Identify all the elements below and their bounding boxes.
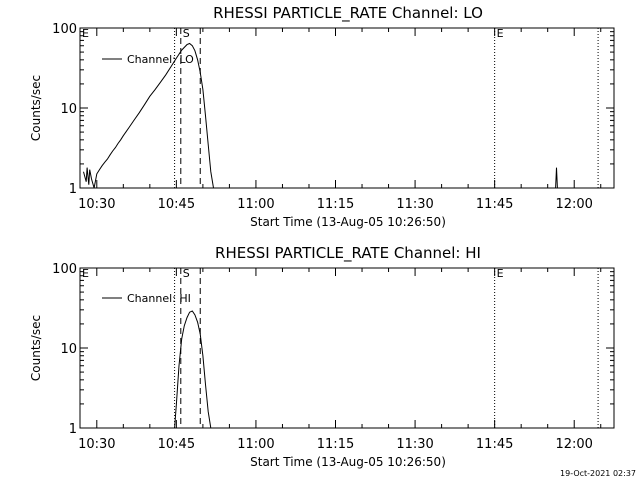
x-tick-label: 11:15 (317, 197, 354, 212)
x-tick-label: 11:00 (237, 197, 274, 212)
x-tick-label: 12:00 (555, 437, 592, 452)
x-tick-label: 10:30 (78, 437, 115, 452)
chart-title: RHESSI PARTICLE_RATE Channel: HI (215, 244, 481, 263)
marker-label: E (82, 267, 89, 280)
x-tick-label: 11:15 (317, 437, 354, 452)
y-axis-label: Counts/sec (29, 315, 43, 381)
y-tick-label: 100 (52, 262, 77, 277)
series-line (174, 310, 212, 429)
y-tick-label: 10 (60, 102, 77, 117)
series-line (555, 167, 558, 189)
panel-hi: RHESSI PARTICLE_RATE Channel: HI Counts/… (29, 244, 615, 469)
x-tick-label: 11:30 (396, 197, 433, 212)
plot-area: 10:30 10:45 11:00 11:15 11:30 11:45 12:00 1 10 10… (52, 262, 615, 452)
x-axis-label: Start Time (13-Aug-05 10:26:50) (250, 215, 446, 229)
x-tick-label: 11:45 (476, 437, 513, 452)
y-axis-label: Counts/sec (29, 75, 43, 141)
series-line (83, 42, 214, 189)
x-tick-label: 10:30 (78, 197, 115, 212)
panel-lo: RHESSI PARTICLE_RATE Channel: LO Counts/… (29, 4, 615, 229)
marker-label: S (183, 27, 190, 40)
x-tick-label: 12:00 (555, 197, 592, 212)
y-tick-label: 100 (52, 22, 77, 37)
x-tick-label: 11:30 (396, 437, 433, 452)
timestamp: 19-Oct-2021 02:37 (560, 469, 636, 478)
y-tick-label: 10 (60, 342, 77, 357)
legend-label: Channel: LO (127, 53, 194, 66)
marker-label: E (497, 267, 504, 280)
x-axis-label: Start Time (13-Aug-05 10:26:50) (250, 455, 446, 469)
y-tick-label: 1 (69, 182, 77, 197)
x-tick-label: 11:00 (237, 437, 274, 452)
marker-label: E (82, 27, 89, 40)
marker-label: S (183, 267, 190, 280)
x-tick-label: 10:45 (158, 437, 195, 452)
chart-title: RHESSI PARTICLE_RATE Channel: LO (213, 4, 483, 23)
x-tick-label: 11:45 (476, 197, 513, 212)
y-tick-label: 1 (69, 422, 77, 437)
marker-label: E (497, 27, 504, 40)
x-tick-label: 10:45 (158, 197, 195, 212)
legend-label: Channel: HI (127, 292, 191, 305)
plot-area: 10:30 10:45 11:00 11:15 11:30 11:45 12:00 1 10 10… (52, 22, 615, 212)
